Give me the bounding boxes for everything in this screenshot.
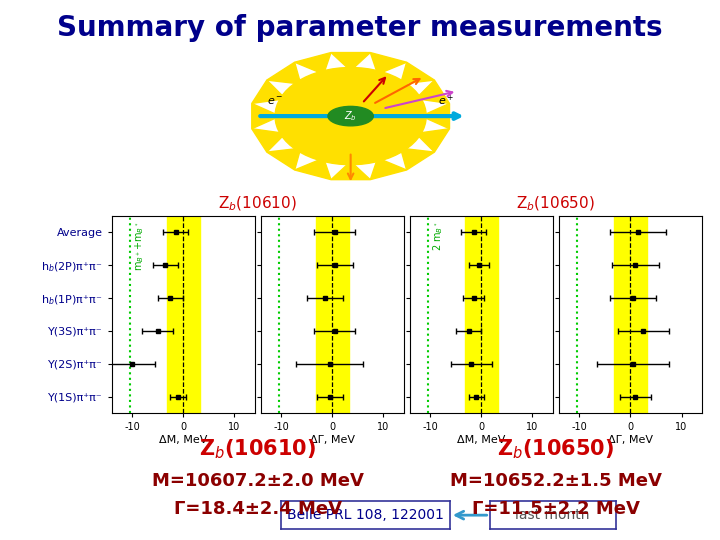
Text: Summary of parameter measurements: Summary of parameter measurements bbox=[57, 14, 663, 42]
Text: Z$_b$(10650): Z$_b$(10650) bbox=[498, 437, 614, 461]
Polygon shape bbox=[294, 158, 331, 180]
Polygon shape bbox=[252, 104, 280, 129]
Polygon shape bbox=[416, 80, 449, 104]
Ellipse shape bbox=[328, 106, 373, 126]
Text: last month: last month bbox=[516, 508, 590, 522]
Polygon shape bbox=[400, 148, 434, 170]
Text: M=10607.2±2.0 MeV: M=10607.2±2.0 MeV bbox=[152, 472, 364, 490]
Polygon shape bbox=[421, 104, 449, 129]
Bar bbox=[614, 216, 647, 413]
Text: 2 m$_{B^*}$: 2 m$_{B^*}$ bbox=[431, 221, 445, 251]
X-axis label: ΔΓ, MeV: ΔΓ, MeV bbox=[608, 435, 653, 445]
Text: Z$_b$(10610): Z$_b$(10610) bbox=[218, 195, 297, 213]
Polygon shape bbox=[331, 52, 370, 71]
Polygon shape bbox=[370, 52, 407, 74]
Bar bbox=[465, 216, 498, 413]
Text: M=10652.2±1.5 MeV: M=10652.2±1.5 MeV bbox=[450, 472, 662, 490]
Text: Belle PRL 108, 122001: Belle PRL 108, 122001 bbox=[287, 508, 444, 522]
Text: Γ=11.5±2.2 MeV: Γ=11.5±2.2 MeV bbox=[472, 500, 640, 517]
Text: $Z_b$: $Z_b$ bbox=[344, 109, 357, 123]
X-axis label: ΔΓ, MeV: ΔΓ, MeV bbox=[310, 435, 355, 445]
Polygon shape bbox=[416, 129, 449, 152]
Bar bbox=[167, 216, 199, 413]
Polygon shape bbox=[252, 80, 285, 104]
Polygon shape bbox=[267, 62, 301, 84]
X-axis label: ΔM, MeV: ΔM, MeV bbox=[457, 435, 505, 445]
Text: Γ=18.4±2.4 MeV: Γ=18.4±2.4 MeV bbox=[174, 500, 342, 517]
X-axis label: ΔM, MeV: ΔM, MeV bbox=[159, 435, 207, 445]
Text: Z$_b$(10650): Z$_b$(10650) bbox=[516, 195, 595, 213]
Text: $e^+$: $e^+$ bbox=[438, 92, 454, 108]
Text: m$_{B^+}$+m$_{B^*}$: m$_{B^+}$+m$_{B^*}$ bbox=[133, 221, 146, 271]
Polygon shape bbox=[267, 148, 301, 170]
Polygon shape bbox=[294, 52, 331, 74]
Circle shape bbox=[275, 68, 426, 165]
Polygon shape bbox=[331, 161, 370, 180]
Polygon shape bbox=[252, 129, 285, 152]
Polygon shape bbox=[400, 62, 434, 84]
Bar bbox=[316, 216, 348, 413]
Text: $e^-$: $e^-$ bbox=[267, 96, 283, 107]
Text: Z$_b$(10610): Z$_b$(10610) bbox=[199, 437, 316, 461]
Polygon shape bbox=[370, 158, 407, 180]
